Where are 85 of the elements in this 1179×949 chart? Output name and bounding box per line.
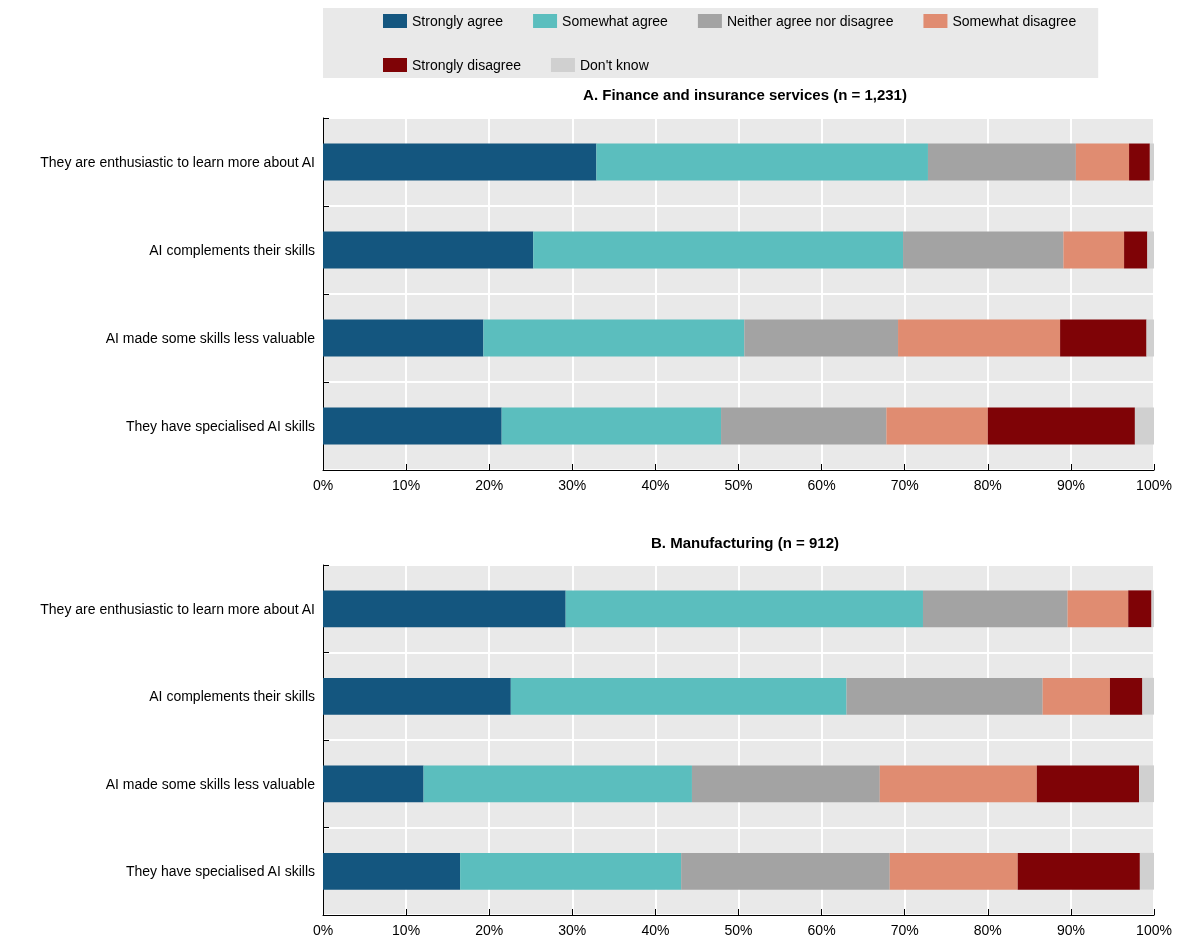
- bar: [681, 852, 890, 890]
- legend-label: Somewhat disagree: [952, 13, 1077, 29]
- bar: [1139, 765, 1154, 803]
- bar: [1128, 590, 1152, 628]
- y-tick-label: They have specialised AI skills: [125, 863, 315, 880]
- bar: [1147, 231, 1154, 269]
- x-tick-label: 10%: [392, 922, 421, 938]
- bar: [1042, 677, 1110, 715]
- bar: [323, 852, 461, 890]
- x-tick-label: 40%: [641, 922, 670, 938]
- bar: [460, 852, 682, 890]
- bar: [846, 677, 1043, 715]
- x-tick-label: 20%: [475, 477, 504, 493]
- bar: [879, 765, 1037, 803]
- bar: [744, 319, 899, 357]
- bar: [987, 407, 1135, 445]
- bar: [721, 407, 887, 445]
- x-tick-label: 80%: [973, 922, 1002, 938]
- x-tick-label: 60%: [807, 477, 836, 493]
- x-tick-label: 0%: [312, 922, 334, 938]
- x-tick-label: 80%: [973, 477, 1002, 493]
- y-tick-label: They are enthusiastic to learn more about AI: [40, 600, 315, 617]
- x-tick-label: 70%: [890, 922, 919, 938]
- bar: [1146, 319, 1154, 357]
- bar: [1124, 231, 1148, 269]
- bar: [323, 143, 597, 181]
- bar: [423, 765, 692, 803]
- legend-label: Neither agree nor disagree: [726, 13, 894, 29]
- bar: [1075, 143, 1130, 181]
- y-tick-label: AI complements their skills: [149, 242, 315, 258]
- x-tick-label: 100%: [1136, 477, 1172, 493]
- bar: [889, 852, 1018, 890]
- bar: [323, 231, 534, 269]
- bar: [1129, 143, 1150, 181]
- bar: [510, 677, 847, 715]
- x-tick-label: 50%: [724, 477, 753, 493]
- bar: [323, 677, 511, 715]
- bar: [483, 319, 745, 357]
- legend-label: Somewhat agree: [562, 13, 669, 29]
- bar: [1067, 590, 1129, 628]
- bar: [501, 407, 722, 445]
- bar: [565, 590, 923, 628]
- bar: [898, 319, 1061, 357]
- y-tick-label: AI complements their skills: [149, 688, 315, 705]
- bar: [903, 231, 1064, 269]
- bar: [323, 407, 502, 445]
- x-tick-label: 50%: [724, 922, 753, 938]
- chart-title: A. Finance and insurance services (n = 1,231): [583, 86, 907, 103]
- x-tick-label: 0%: [312, 477, 334, 493]
- x-tick-label: 90%: [1056, 922, 1085, 938]
- x-tick-label: 10%: [392, 477, 421, 493]
- x-tick-label: 100%: [1136, 922, 1172, 938]
- bar: [922, 590, 1068, 628]
- bar: [596, 143, 928, 181]
- x-tick-label: 40%: [641, 477, 670, 493]
- legend-label: Don't know: [579, 57, 650, 73]
- bar: [886, 407, 988, 445]
- x-tick-label: 90%: [1056, 477, 1085, 493]
- bar: [323, 590, 566, 628]
- x-tick-label: 20%: [475, 922, 504, 938]
- bar: [533, 231, 904, 269]
- x-tick-label: 60%: [807, 922, 836, 938]
- legend-label: Strongly disagree: [412, 57, 522, 73]
- chart-title: B. Manufacturing (n = 912): [651, 534, 839, 551]
- y-tick-label: AI made some skills less valuable: [105, 775, 316, 792]
- bar: [1036, 765, 1140, 803]
- bar: [1142, 677, 1154, 715]
- y-tick-label: They have specialised AI skills: [125, 418, 315, 434]
- bar: [1139, 852, 1154, 890]
- bar: [691, 765, 880, 803]
- bar: [1060, 319, 1147, 357]
- bar: [927, 143, 1076, 181]
- bar: [1109, 677, 1143, 715]
- x-tick-label: 30%: [558, 477, 587, 493]
- bar: [323, 765, 424, 803]
- bar: [1063, 231, 1125, 269]
- bar: [1149, 143, 1154, 181]
- legend-label: Strongly agree: [412, 13, 504, 29]
- bar: [1017, 852, 1140, 890]
- x-tick-label: 30%: [558, 922, 587, 938]
- y-tick-label: They are enthusiastic to learn more about AI: [40, 154, 315, 170]
- y-tick-label: AI made some skills less valuable: [105, 330, 316, 346]
- bar: [1134, 407, 1154, 445]
- bar: [323, 319, 484, 357]
- x-tick-label: 70%: [890, 477, 919, 493]
